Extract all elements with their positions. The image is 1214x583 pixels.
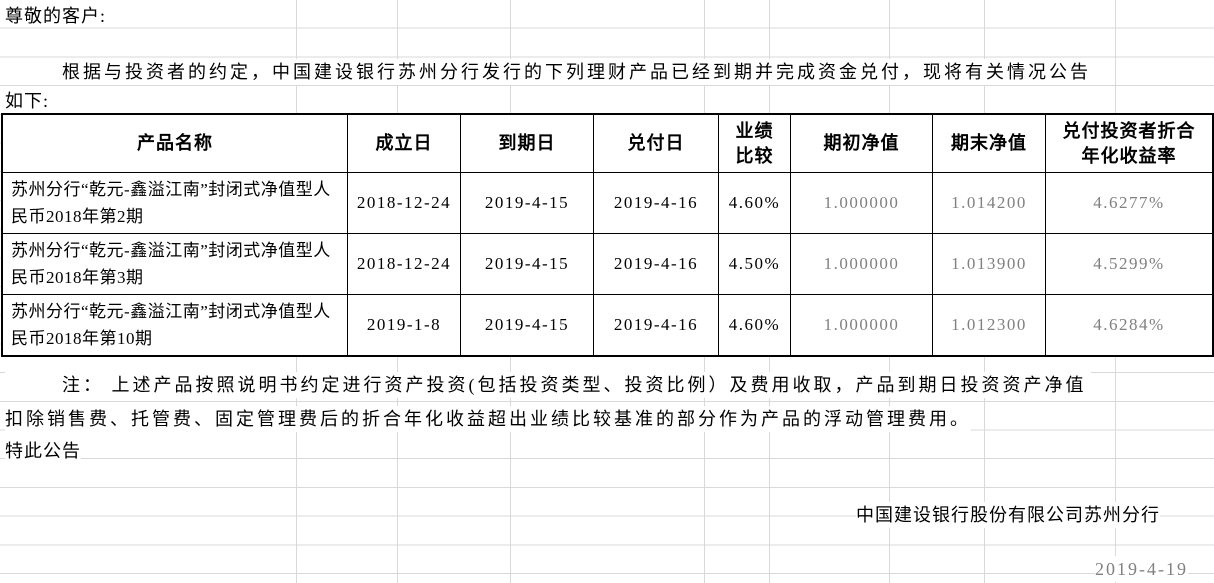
table-row: 苏州分行“乾元-鑫溢江南”封闭式净值型人民币2018年第10期 2019-1-8… [2, 294, 1213, 356]
intro-paragraph-line2: 如下: [5, 91, 50, 111]
product-name-cell: 苏州分行“乾元-鑫溢江南”封闭式净值型人民币2018年第10期 [2, 294, 348, 356]
col-header-establish-date: 成立日 [347, 114, 461, 173]
col-header-benchmark: 业绩 比较 [718, 114, 791, 173]
annualized-yield-cell: 4.6284% [1045, 294, 1213, 356]
col-header-nav-end: 期末净值 [932, 114, 1046, 173]
establish-date-cell: 2018-12-24 [347, 233, 461, 295]
payment-date-cell: 2019-4-16 [593, 233, 719, 295]
product-name-cell: 苏州分行“乾元-鑫溢江南”封闭式净值型人民币2018年第3期 [2, 233, 348, 295]
nav-start-cell: 1.000000 [790, 172, 933, 234]
col-header-product-name: 产品名称 [2, 114, 348, 173]
table-header-row: 产品名称 成立日 到期日 兑付日 业绩 比较 期初净值 期末净值 兑付投资者折合… [2, 114, 1213, 173]
annualized-yield-cell: 4.6277% [1045, 172, 1213, 234]
nav-end-cell: 1.013900 [932, 233, 1046, 295]
closing-text: 特此公告 [5, 438, 81, 464]
intro-paragraph-line1: 根据与投资者的约定，中国建设银行苏州分行发行的下列理财产品已经到期并完成资金兑付… [5, 59, 1095, 85]
product-name-cell: 苏州分行“乾元-鑫溢江南”封闭式净值型人民币2018年第2期 [2, 172, 348, 234]
col-header-payment-date: 兑付日 [593, 114, 719, 173]
benchmark-cell: 4.50% [718, 233, 791, 295]
nav-end-cell: 1.014200 [932, 172, 1046, 234]
payment-date-cell: 2019-4-16 [593, 172, 719, 234]
annualized-yield-cell: 4.5299% [1045, 233, 1213, 295]
products-table: 产品名称 成立日 到期日 兑付日 业绩 比较 期初净值 期末净值 兑付投资者折合… [1, 113, 1214, 357]
maturity-date-cell: 2019-4-15 [460, 172, 594, 234]
maturity-date-cell: 2019-4-15 [460, 294, 594, 356]
establish-date-cell: 2018-12-24 [347, 172, 461, 234]
nav-start-cell: 1.000000 [790, 233, 933, 295]
col-header-nav-start: 期初净值 [790, 114, 933, 173]
establish-date-cell: 2019-1-8 [347, 294, 461, 356]
benchmark-cell: 4.60% [718, 172, 791, 234]
note-line2: 扣除销售费、托管费、固定管理费后的折合年化收益超出业绩比较基准的部分作为产品的浮… [5, 406, 971, 432]
nav-end-cell: 1.012300 [932, 294, 1046, 356]
payment-date-cell: 2019-4-16 [593, 294, 719, 356]
note-line1: 注： 上述产品按照说明书约定进行资产投资(包括投资类型、投资比例）及费用收取，产… [5, 372, 1091, 398]
benchmark-cell: 4.60% [718, 294, 791, 356]
col-header-annualized-yield: 兑付投资者折合 年化收益率 [1045, 114, 1213, 173]
signature-text: 中国建设银行股份有限公司苏州分行 [856, 502, 1160, 528]
col-header-maturity-date: 到期日 [460, 114, 594, 173]
table-row: 苏州分行“乾元-鑫溢江南”封闭式净值型人民币2018年第2期 2018-12-2… [2, 172, 1213, 234]
date-text: 2019-4-19 [1095, 556, 1188, 582]
greeting-text: 尊敬的客户: [5, 6, 107, 26]
nav-start-cell: 1.000000 [790, 294, 933, 356]
table-row: 苏州分行“乾元-鑫溢江南”封闭式净值型人民币2018年第3期 2018-12-2… [2, 233, 1213, 295]
maturity-date-cell: 2019-4-15 [460, 233, 594, 295]
